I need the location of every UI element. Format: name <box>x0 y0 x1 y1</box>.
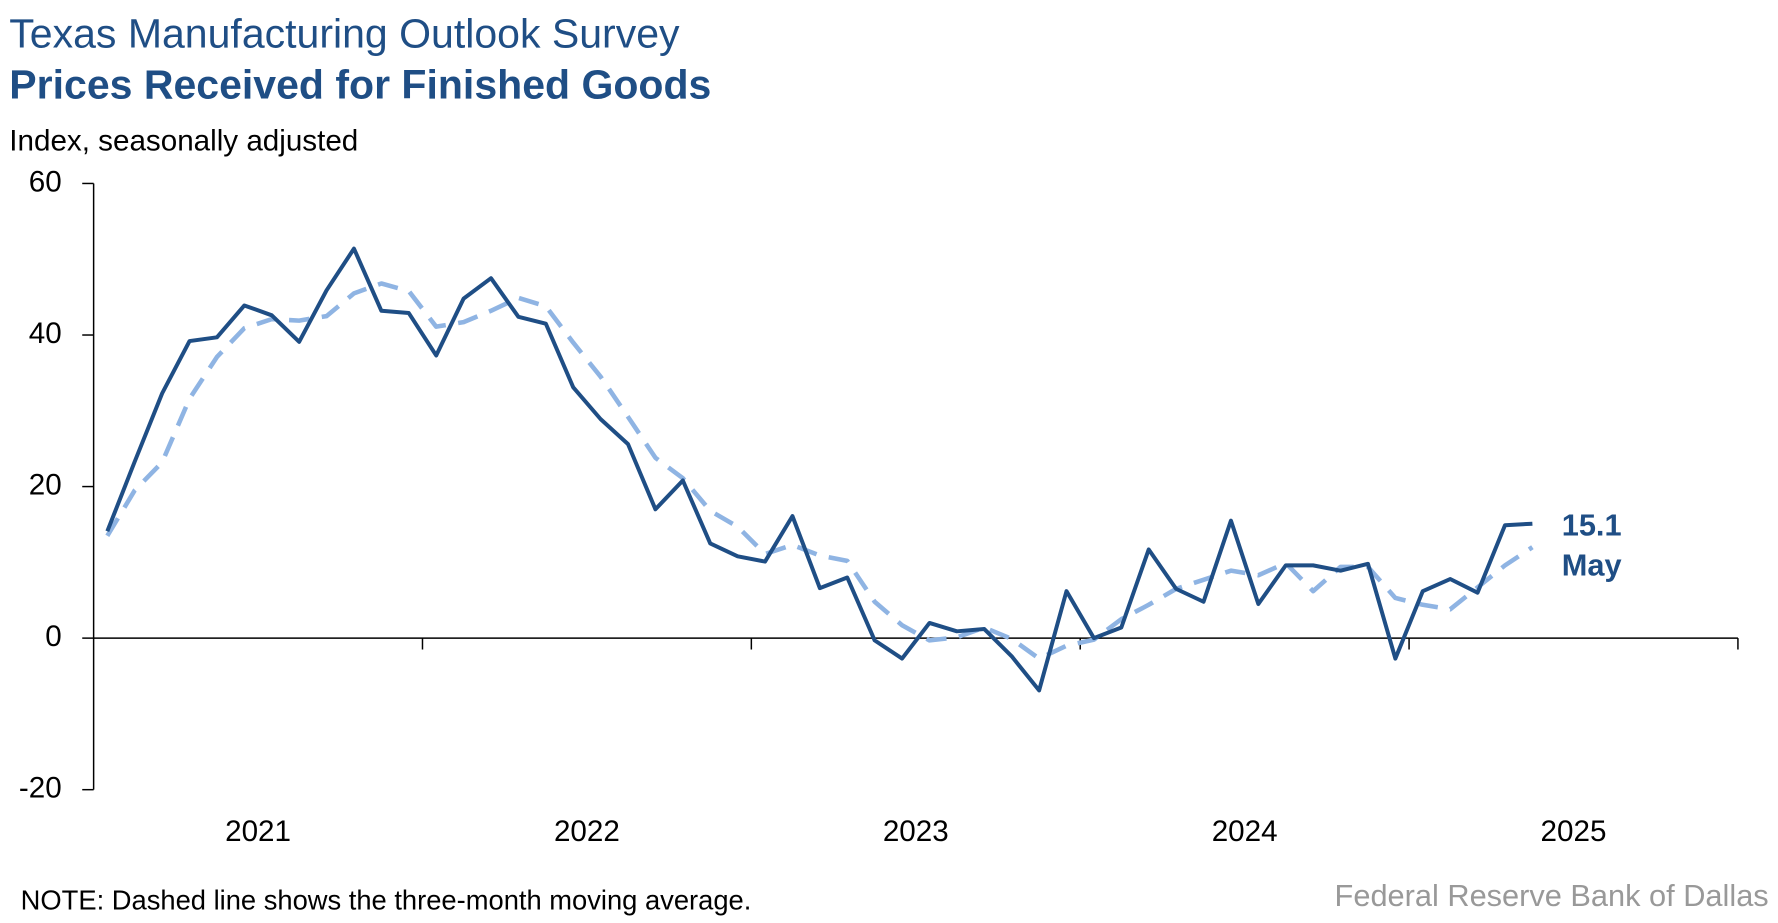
end-month-label: May <box>1562 548 1622 583</box>
y-tick-label: 40 <box>29 317 62 350</box>
y-axis-label: Index, seasonally adjusted <box>9 124 358 157</box>
x-tick-label: 2025 <box>1541 815 1607 848</box>
end-value-label: 15.1 <box>1562 508 1622 543</box>
chart-title: Texas Manufacturing Outlook Survey <box>9 10 680 56</box>
line-series <box>105 246 1533 693</box>
line-series <box>105 281 1534 661</box>
y-tick-label: 60 <box>29 165 62 198</box>
x-tick-label: 2023 <box>883 815 949 848</box>
y-tick-label: -20 <box>19 772 62 805</box>
y-tick-label: 0 <box>45 620 61 653</box>
x-tick-label: 2024 <box>1212 815 1278 848</box>
note: NOTE: Dashed line shows the three-month … <box>21 885 752 916</box>
chart-subtitle: Prices Received for Finished Goods <box>9 62 711 108</box>
x-tick-label: 2021 <box>225 815 291 848</box>
y-tick-label: 20 <box>29 468 62 501</box>
x-tick-label: 2022 <box>554 815 620 848</box>
source: Federal Reserve Bank of Dallas <box>1335 878 1769 913</box>
